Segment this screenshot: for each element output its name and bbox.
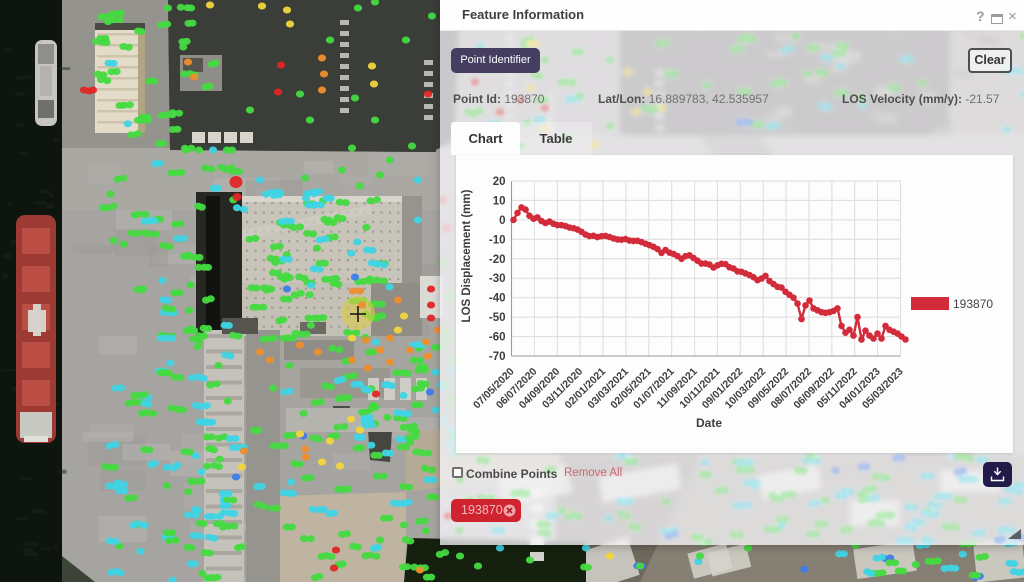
svg-text:-40: -40 xyxy=(488,293,505,305)
svg-text:Date: Date xyxy=(695,416,721,430)
svg-text:20: 20 xyxy=(492,176,505,188)
svg-text:10: 10 xyxy=(492,195,505,207)
svg-text:193870: 193870 xyxy=(953,297,993,311)
svg-text:-10: -10 xyxy=(488,234,505,246)
svg-text:-60: -60 xyxy=(488,332,505,344)
svg-text:LOS Displacement (mm): LOS Displacement (mm) xyxy=(461,189,473,322)
svg-text:-30: -30 xyxy=(488,273,505,285)
svg-text:-70: -70 xyxy=(488,351,505,363)
svg-text:-20: -20 xyxy=(488,254,505,266)
svg-text:0: 0 xyxy=(499,215,505,227)
svg-text:-50: -50 xyxy=(488,312,505,324)
